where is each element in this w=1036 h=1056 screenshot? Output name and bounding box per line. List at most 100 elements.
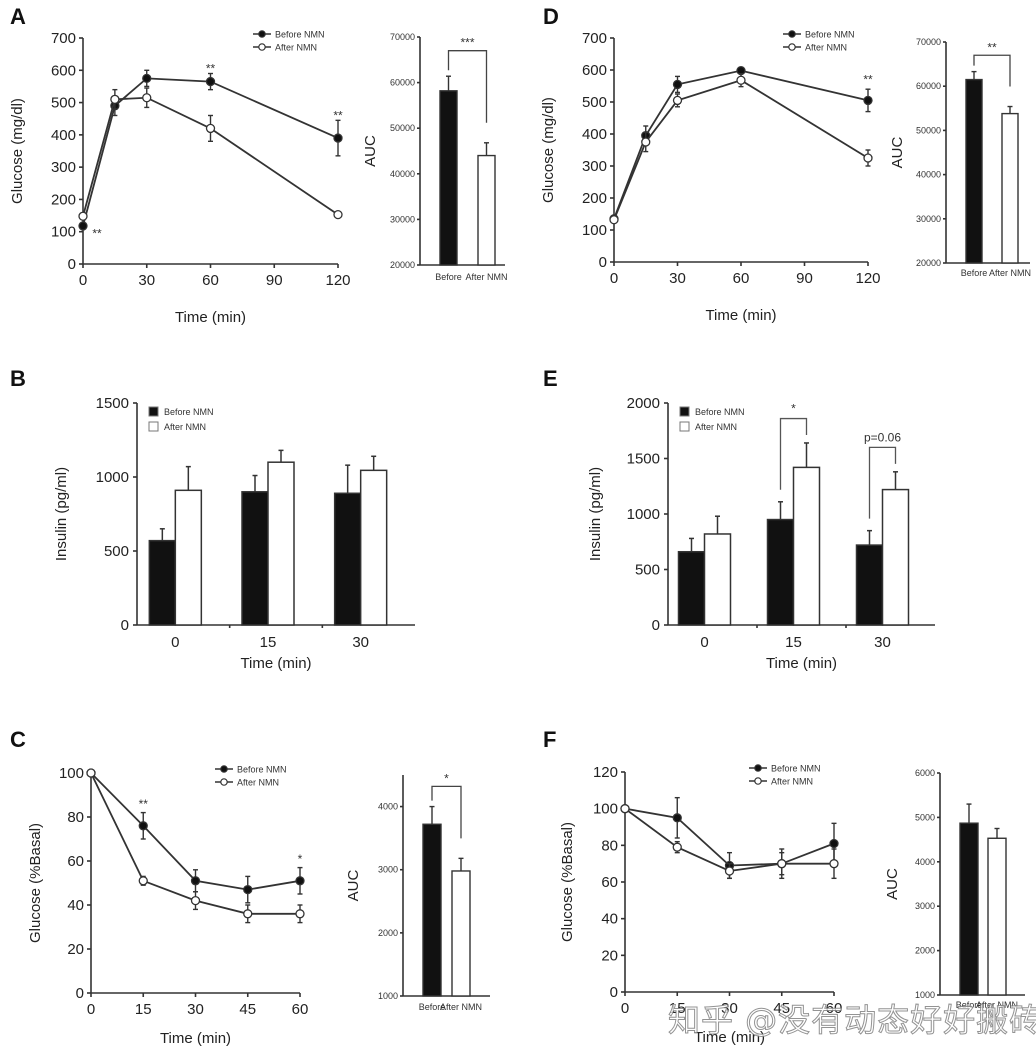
significance-marker: ** [863, 73, 873, 87]
data-point [243, 884, 253, 895]
y-tick-label: 20 [601, 947, 618, 964]
panel-A: A 0 100 200 300 400 500 600 700 0 30 60 90 120 Glucose… [9, 4, 351, 326]
data-point [829, 838, 839, 849]
y-tick-label: 300 [51, 159, 76, 176]
y-tick-label: 40000 [390, 169, 415, 179]
significance-bracket [973, 54, 1011, 87]
y-tick-label: 20000 [390, 260, 415, 270]
y-tick-label: 3000 [915, 901, 935, 911]
y-tick-label: 1500 [96, 395, 129, 412]
legend-label: After NMN [164, 422, 206, 432]
y-tick-label: 1000 [96, 469, 129, 486]
y-tick-label: 2000 [378, 928, 398, 938]
significance-marker: ** [92, 226, 102, 240]
x-tick-label: 45 [773, 1000, 790, 1017]
category-label: After NMN [989, 268, 1031, 278]
x-tick-label: 0 [79, 272, 87, 289]
series-after [620, 804, 839, 880]
y-tick-label: 2000 [915, 946, 935, 956]
x-tick-label: 15 [260, 634, 277, 651]
legend-label: Before NMN [695, 407, 745, 417]
x-axis-title: Time (min) [160, 1030, 231, 1047]
legend-label: After NMN [805, 43, 847, 53]
y-tick-label: 500 [635, 562, 660, 579]
bar-before [766, 518, 795, 626]
x-tick-label: 90 [796, 270, 813, 287]
y-tick-label: 100 [582, 222, 607, 239]
bar-before [148, 539, 177, 626]
data-point [205, 76, 216, 87]
significance-marker: ** [139, 797, 149, 811]
data-point [110, 94, 120, 104]
x-tick-label: 0 [171, 634, 179, 651]
series-before [78, 69, 343, 231]
x-axis-title: Time (min) [694, 1029, 765, 1046]
y-axis-title: AUC [362, 135, 379, 167]
x-axis-title: Time (min) [240, 655, 311, 672]
bar-before [677, 550, 706, 626]
bar-after [987, 837, 1007, 996]
x-tick-label: 90 [266, 272, 283, 289]
x-tick-label: 30 [138, 272, 155, 289]
bar-before [241, 491, 269, 626]
watermark: 知乎 @没有动态好好搬砖 [667, 1001, 1036, 1040]
significance-marker: * [791, 402, 796, 416]
x-tick-label: 60 [202, 272, 219, 289]
x-tick-label: 30 [187, 1001, 204, 1018]
data-point [672, 813, 682, 823]
y-tick-label: 400 [582, 126, 607, 143]
y-axis-title: AUC [889, 136, 906, 168]
y-tick-label: 20000 [916, 258, 941, 268]
significance-marker: ** [206, 62, 216, 76]
data-point [672, 95, 683, 106]
legend-label: Before NMN [164, 407, 214, 417]
y-axis-title: Glucose (mg/dl) [540, 97, 557, 203]
y-tick-label: 5000 [915, 812, 935, 822]
series-line [613, 79, 869, 221]
data-point [829, 859, 839, 869]
y-tick-label: 2000 [627, 395, 660, 412]
data-point [138, 821, 148, 831]
x-tick-label: 15 [135, 1001, 152, 1018]
x-tick-label: 30 [669, 270, 686, 287]
data-point [620, 804, 630, 814]
series-before [86, 768, 305, 904]
data-point [863, 153, 873, 163]
x-axis-title: Time (min) [175, 309, 246, 326]
data-point [333, 133, 343, 143]
bar-after [703, 533, 732, 626]
y-tick-label: 120 [593, 764, 618, 781]
y-tick-label: 60 [601, 874, 618, 891]
y-tick-label: 0 [121, 617, 129, 634]
bar-before [333, 492, 362, 626]
y-tick-label: 3000 [378, 865, 398, 875]
y-tick-label: 0 [68, 256, 76, 273]
panel-letter: A [10, 4, 26, 29]
bar-before [855, 544, 884, 626]
data-point [78, 211, 88, 221]
x-tick-label: 0 [621, 1000, 629, 1017]
panel-B: B 0 500 1000 1500 Insulin (pg/ml) Time (min) 0 1… [10, 366, 415, 672]
bar-after [477, 154, 496, 266]
panel-E: E 0 500 1000 1500 2000 Insulin (pg/ml) Time (mi… [543, 366, 935, 672]
y-tick-label: 700 [582, 30, 607, 47]
legend-marker [754, 777, 762, 785]
y-axis-title: Glucose (%Basal) [27, 823, 44, 943]
y-tick-label: 6000 [915, 768, 935, 778]
y-axis-title: Glucose (mg/dl) [9, 98, 26, 204]
category-label: After NMN [976, 1000, 1018, 1010]
data-point [672, 842, 682, 852]
x-tick-label: 15 [785, 634, 802, 651]
legend-label: After NMN [771, 777, 813, 787]
legend-label: After NMN [275, 43, 317, 53]
y-tick-label: 100 [593, 801, 618, 818]
category-label: After NMN [465, 272, 507, 282]
y-tick-label: 0 [652, 617, 660, 634]
panel-C: C 0 20 40 60 80 100 0 15 30 45 60 Glucose (%Basal) Ti… [10, 727, 308, 1047]
y-tick-label: 500 [104, 543, 129, 560]
category-label: Before [435, 272, 462, 282]
y-tick-label: 70000 [916, 37, 941, 47]
y-tick-label: 60000 [916, 81, 941, 91]
data-point [641, 137, 651, 147]
data-point [138, 876, 148, 886]
